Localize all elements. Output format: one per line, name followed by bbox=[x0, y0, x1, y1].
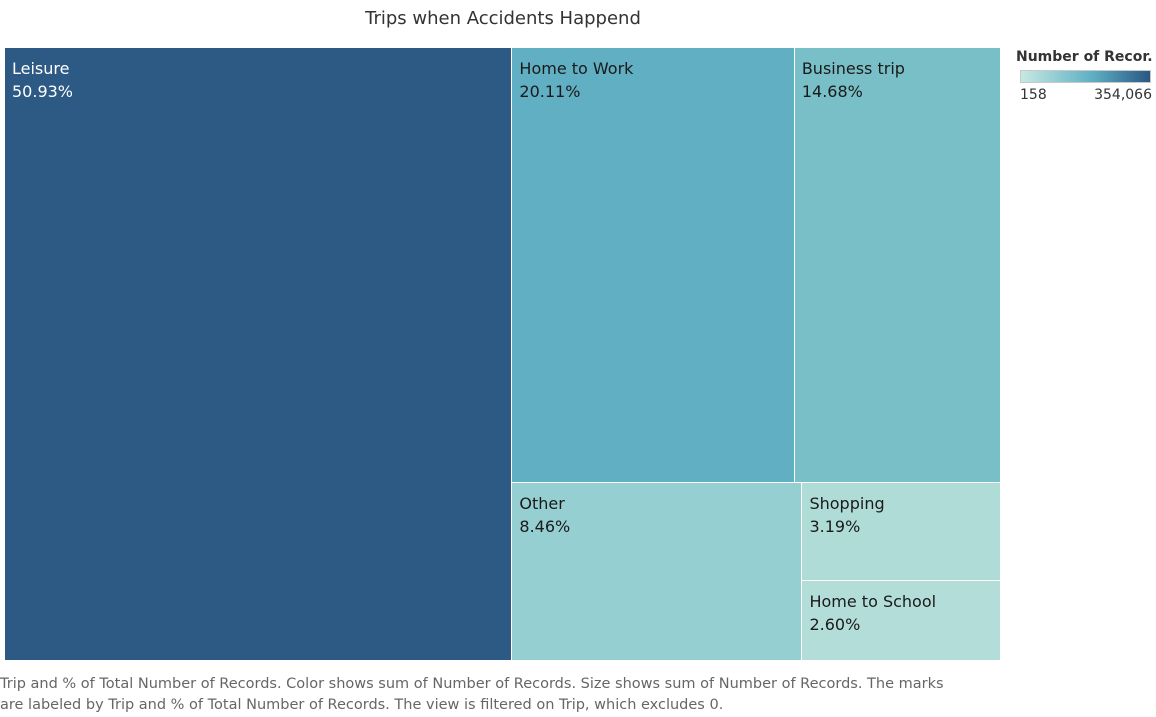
chart-title: Trips when Accidents Happend bbox=[365, 8, 641, 29]
tile-label: Home to Work 20.11% bbox=[519, 57, 633, 103]
tile-label: Shopping 3.19% bbox=[809, 492, 884, 538]
treemap-tile[interactable]: Home to School 2.60% bbox=[802, 581, 1001, 661]
treemap-tile[interactable]: Other 8.46% bbox=[512, 482, 803, 661]
tile-name: Home to Work bbox=[519, 59, 634, 78]
tile-percent: 50.93% bbox=[12, 82, 74, 101]
treemap-tile[interactable]: Leisure 50.93% bbox=[5, 48, 513, 661]
tile-label: Home to School 2.60% bbox=[809, 590, 936, 636]
tile-label: Business trip 14.68% bbox=[802, 57, 905, 103]
tile-name: Other bbox=[519, 493, 565, 513]
treemap-tile[interactable]: Business trip 14.68% bbox=[794, 48, 1001, 483]
tile-percent: 2.60% bbox=[809, 615, 861, 634]
legend-min-label: 158 bbox=[1020, 87, 1047, 103]
tile-percent: 8.46% bbox=[519, 516, 571, 536]
treemap-tile[interactable]: Shopping 3.19% bbox=[802, 482, 1001, 581]
tile-percent: 20.11% bbox=[519, 82, 581, 101]
legend-gradient-bar bbox=[1020, 70, 1151, 83]
chart-caption: Trip and % of Total Number of Records. C… bbox=[0, 674, 1000, 716]
tile-name: Business trip bbox=[801, 59, 905, 78]
legend-title: Number of Recor.. bbox=[1016, 49, 1154, 65]
caption-line: Trip and % of Total Number of Records. C… bbox=[0, 676, 944, 692]
tile-name: Shopping bbox=[809, 493, 885, 513]
legend-max-label: 354,066 bbox=[1094, 87, 1152, 103]
tile-percent: 3.19% bbox=[809, 516, 861, 536]
tile-name: Home to School bbox=[809, 592, 937, 611]
treemap-tile[interactable]: Home to Work 20.11% bbox=[512, 48, 795, 483]
tile-label: Other 8.46% bbox=[519, 492, 570, 538]
caption-line: are labeled by Trip and % of Total Numbe… bbox=[0, 697, 724, 713]
tile-label: Leisure 50.93% bbox=[12, 57, 73, 103]
treemap: Leisure 50.93% Home to Work 20.11% Business … bbox=[5, 48, 1001, 661]
tile-percent: 14.68% bbox=[801, 82, 863, 101]
tile-name: Leisure bbox=[12, 59, 70, 78]
color-legend: Number of Recor.. 158 354,066 bbox=[1016, 49, 1154, 107]
